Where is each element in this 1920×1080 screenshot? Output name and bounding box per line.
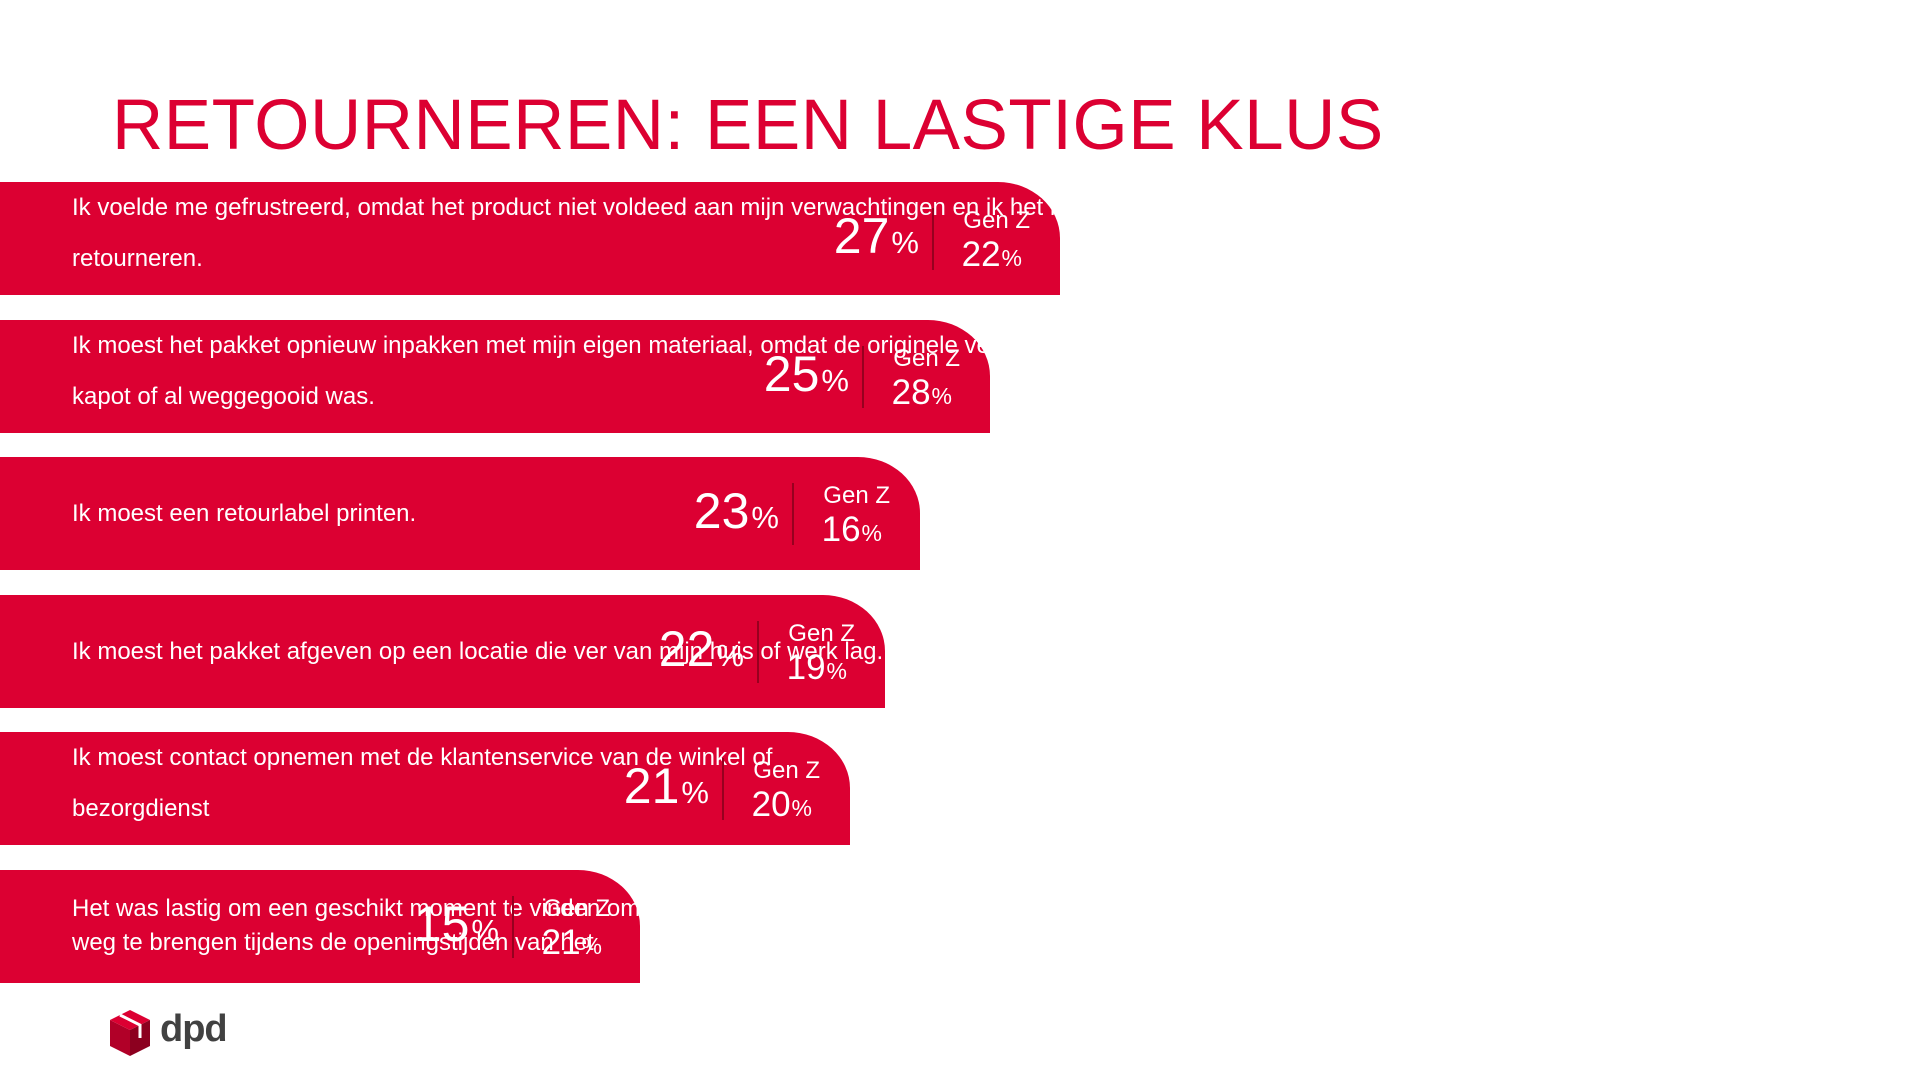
percent-sign: %: [861, 520, 882, 546]
total-percentage: 21%: [624, 761, 709, 811]
statement-overflow-word: afhaalpunt.: [820, 928, 939, 956]
percent-sign: %: [716, 637, 744, 673]
value-number: 27: [833, 208, 890, 264]
percent-sign: %: [581, 932, 602, 959]
slide-title: RETOURNEREN: EEN LASTIGE KLUS: [112, 86, 1384, 165]
percent-sign: %: [891, 225, 919, 260]
percent-sign: %: [681, 775, 709, 810]
value-number: 28: [891, 372, 931, 412]
total-percentage: 25%: [764, 349, 849, 399]
value-number: 21: [623, 758, 680, 814]
statement-text: Ik moest een retourlabel printen.: [72, 500, 417, 527]
gen-z-percentage: 21%: [542, 925, 602, 960]
gen-z-percentage: 22%: [962, 237, 1022, 272]
gen-z-label: Gen Z: [788, 619, 855, 647]
value-number: 23: [693, 483, 750, 539]
value-number: 21: [541, 922, 581, 962]
bar-1: Ik voelde me gefrustreerd, omdat het pro…: [0, 182, 1115, 295]
percent-sign: %: [821, 362, 849, 398]
value-number: 15: [413, 895, 470, 952]
gen-z-percentage: 28%: [892, 375, 952, 410]
total-percentage: 15%: [414, 899, 499, 949]
value-divider: [722, 758, 724, 820]
gen-z-label: Gen Z: [823, 482, 890, 509]
gen-z-label: Gen Z: [753, 757, 820, 784]
statement-text: Het was lastig om een geschikt moment te…: [72, 894, 681, 956]
value-number: 19: [786, 647, 826, 687]
dpd-cube-icon: [110, 1010, 150, 1056]
gen-z-label: Gen Z: [543, 894, 610, 922]
value-number: 25: [763, 345, 820, 402]
statement-text: Ik moest het pakket afgeven op een locat…: [72, 637, 884, 665]
value-divider: [862, 345, 864, 408]
value-divider: [512, 895, 514, 958]
value-divider: [932, 208, 934, 270]
bar-3: Ik moest een retourlabel printen. 23% Gen …: [0, 457, 920, 570]
bar-4: Ik moest het pakket afgeven op een locat…: [0, 594, 885, 708]
percent-sign: %: [471, 912, 499, 948]
statement-overflow-word: pakket: [948, 894, 1019, 922]
total-percentage: 22%: [659, 624, 744, 674]
dpd-wordmark: dpd: [160, 1008, 228, 1050]
value-number: 22: [961, 235, 1001, 274]
gen-z-percentage: 19%: [787, 650, 847, 685]
bar-5: Ik moest contact opnemen met de klantens…: [0, 732, 850, 845]
percent-sign: %: [931, 382, 952, 409]
statement-text: Ik moest contact opnemen met de klantens…: [72, 744, 773, 822]
percent-sign: %: [791, 795, 812, 821]
value-divider: [757, 620, 759, 683]
gen-z-percentage: 20%: [752, 787, 812, 822]
bar-6: Het was lastig om een geschikt moment te…: [0, 869, 1019, 983]
value-number: 20: [751, 785, 791, 824]
gen-z-percentage: 16%: [822, 512, 882, 547]
value-divider: [792, 483, 794, 545]
percent-sign: %: [751, 500, 779, 535]
total-percentage: 23%: [694, 486, 779, 536]
percent-sign: %: [1001, 245, 1022, 271]
dpd-logo: dpd: [108, 1008, 228, 1064]
bar-2: Ik moest het pakket opnieuw inpakken met…: [0, 319, 1081, 433]
total-percentage: 27%: [834, 211, 919, 261]
percent-sign: %: [826, 657, 847, 684]
gen-z-label: Gen Z: [893, 344, 960, 372]
statement-text: Ik voelde me gefrustreerd, omdat het pro…: [72, 194, 1116, 272]
gen-z-label: Gen Z: [963, 207, 1030, 234]
value-number: 22: [658, 620, 715, 677]
statement-text: Ik moest het pakket opnieuw inpakken met…: [72, 331, 1081, 410]
value-number: 16: [821, 510, 861, 549]
